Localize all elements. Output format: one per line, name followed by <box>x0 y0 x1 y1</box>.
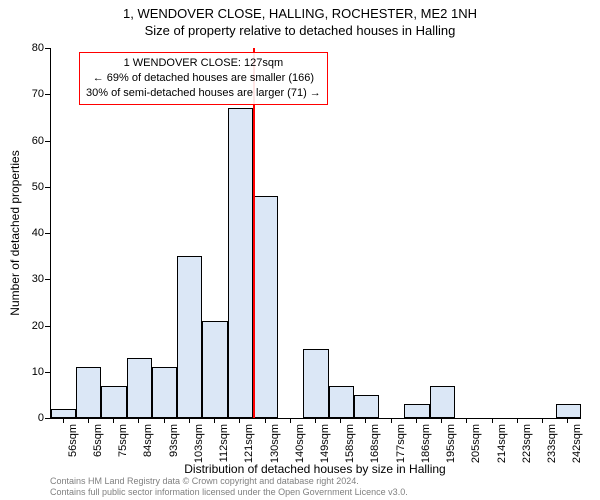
x-tick-mark <box>164 418 165 423</box>
x-tick-label: 130sqm <box>269 424 281 463</box>
histogram-bar <box>152 367 177 418</box>
x-tick-label: 65sqm <box>92 424 104 457</box>
histogram-bar <box>202 321 227 418</box>
x-tick-label: 56sqm <box>67 424 79 457</box>
x-tick-label: 121sqm <box>243 424 255 463</box>
x-tick-mark <box>517 418 518 423</box>
histogram-bar <box>101 386 126 418</box>
x-tick-mark <box>567 418 568 423</box>
x-tick-label: 84sqm <box>142 424 154 457</box>
x-tick-label: 186sqm <box>420 424 432 463</box>
footer-line-2: Contains full public sector information … <box>50 487 408 498</box>
x-tick-label: 103sqm <box>193 424 205 463</box>
x-tick-mark <box>138 418 139 423</box>
x-tick-label: 168sqm <box>369 424 381 463</box>
x-tick-mark <box>113 418 114 423</box>
annotation-box: 1 WENDOVER CLOSE: 127sqm ← 69% of detach… <box>79 52 328 105</box>
y-tick-label: 80 <box>32 42 44 54</box>
x-tick-mark <box>492 418 493 423</box>
x-axis-ticks: 56sqm 65sqm 75sqm 84sqm 93sqm 103sqm 112sqm 121… <box>50 418 580 468</box>
histogram-bar <box>556 404 581 418</box>
y-tick-label: 10 <box>32 366 44 378</box>
x-tick-label: 93sqm <box>168 424 180 457</box>
footer-line-1: Contains HM Land Registry data © Crown c… <box>50 476 408 487</box>
y-axis-ticks: 01020304050607080 <box>0 48 50 418</box>
x-tick-label: 242sqm <box>571 424 583 463</box>
y-tick-label: 60 <box>32 135 44 147</box>
x-tick-mark <box>265 418 266 423</box>
histogram-bar <box>303 349 328 418</box>
footer-attribution: Contains HM Land Registry data © Crown c… <box>50 476 408 498</box>
x-tick-label: 214sqm <box>496 424 508 463</box>
chart-title: 1, WENDOVER CLOSE, HALLING, ROCHESTER, M… <box>0 0 600 21</box>
histogram-bar <box>51 409 76 418</box>
annotation-line-3: 30% of semi-detached houses are larger (… <box>86 86 321 101</box>
plot-area: 1 WENDOVER CLOSE: 127sqm ← 69% of detach… <box>50 48 581 419</box>
x-tick-mark <box>63 418 64 423</box>
histogram-bar <box>76 367 101 418</box>
x-axis-label: Distribution of detached houses by size … <box>50 462 580 476</box>
x-tick-mark <box>340 418 341 423</box>
y-tick-label: 40 <box>32 227 44 239</box>
x-tick-label: 177sqm <box>395 424 407 463</box>
x-tick-label: 75sqm <box>117 424 129 457</box>
x-tick-mark <box>542 418 543 423</box>
y-tick-label: 0 <box>38 412 44 424</box>
histogram-bar <box>329 386 354 418</box>
x-tick-label: 195sqm <box>445 424 457 463</box>
x-tick-mark <box>315 418 316 423</box>
y-tick-label: 30 <box>32 273 44 285</box>
x-tick-label: 112sqm <box>218 424 230 462</box>
chart-container: 1, WENDOVER CLOSE, HALLING, ROCHESTER, M… <box>0 0 600 500</box>
histogram-bar <box>228 108 253 418</box>
x-tick-label: 233sqm <box>546 424 558 463</box>
histogram-bar <box>404 404 429 418</box>
x-tick-label: 205sqm <box>470 424 482 463</box>
histogram-bar <box>127 358 152 418</box>
x-tick-mark <box>214 418 215 423</box>
x-tick-label: 140sqm <box>294 424 306 463</box>
x-tick-label: 223sqm <box>521 424 533 463</box>
histogram-bar <box>253 196 278 418</box>
annotation-line-2: ← 69% of detached houses are smaller (16… <box>86 71 321 86</box>
x-tick-mark <box>441 418 442 423</box>
y-tick-label: 20 <box>32 320 44 332</box>
histogram-bar <box>430 386 455 418</box>
histogram-bar <box>354 395 379 418</box>
x-tick-mark <box>416 418 417 423</box>
x-tick-label: 158sqm <box>344 424 356 463</box>
annotation-line-1: 1 WENDOVER CLOSE: 127sqm <box>86 56 321 71</box>
histogram-bar <box>177 256 202 418</box>
x-tick-label: 149sqm <box>319 424 331 463</box>
chart-subtitle: Size of property relative to detached ho… <box>0 21 600 38</box>
y-tick-label: 70 <box>32 88 44 100</box>
x-tick-mark <box>290 418 291 423</box>
x-tick-mark <box>239 418 240 423</box>
x-tick-mark <box>189 418 190 423</box>
x-tick-mark <box>466 418 467 423</box>
x-tick-mark <box>88 418 89 423</box>
x-tick-mark <box>365 418 366 423</box>
y-tick-label: 50 <box>32 181 44 193</box>
x-tick-mark <box>391 418 392 423</box>
